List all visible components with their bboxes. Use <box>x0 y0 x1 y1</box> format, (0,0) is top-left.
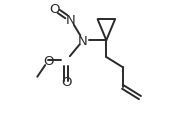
Text: N: N <box>78 34 88 47</box>
Text: N: N <box>66 14 76 27</box>
Text: O: O <box>49 3 59 16</box>
Text: O: O <box>43 55 54 67</box>
Text: O: O <box>61 75 72 88</box>
